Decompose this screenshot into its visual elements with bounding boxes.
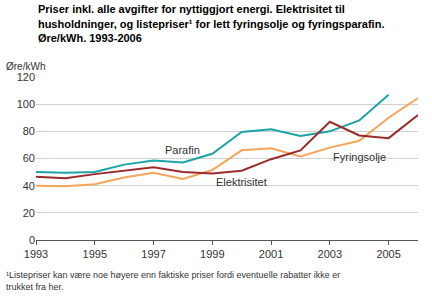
svg-text:¹Listepriser kan være noe høye: ¹Listepriser kan være noe høyere enn fak… [6,270,340,292]
svg-text:Øre/kWh: Øre/kWh [6,61,45,72]
svg-text:20: 20 [23,207,35,219]
svg-text:2005: 2005 [376,248,400,260]
svg-text:40: 40 [23,180,35,192]
svg-text:1999: 1999 [200,248,224,260]
svg-text:Priser inkl. alle avgifter for: Priser inkl. alle avgifter for nyttiggjo… [38,3,385,44]
svg-text:Fyringsolje: Fyringsolje [333,151,386,163]
svg-text:0: 0 [29,234,35,246]
svg-text:Parafin: Parafin [165,144,200,156]
svg-text:Elektrisitet: Elektrisitet [216,176,267,188]
svg-text:2003: 2003 [318,248,342,260]
svg-text:100: 100 [17,98,35,110]
svg-text:1995: 1995 [83,248,107,260]
svg-text:80: 80 [23,125,35,137]
svg-text:120: 120 [17,71,35,83]
svg-text:60: 60 [23,152,35,164]
svg-text:1997: 1997 [141,248,165,260]
svg-text:2001: 2001 [259,248,283,260]
svg-text:1993: 1993 [24,248,48,260]
